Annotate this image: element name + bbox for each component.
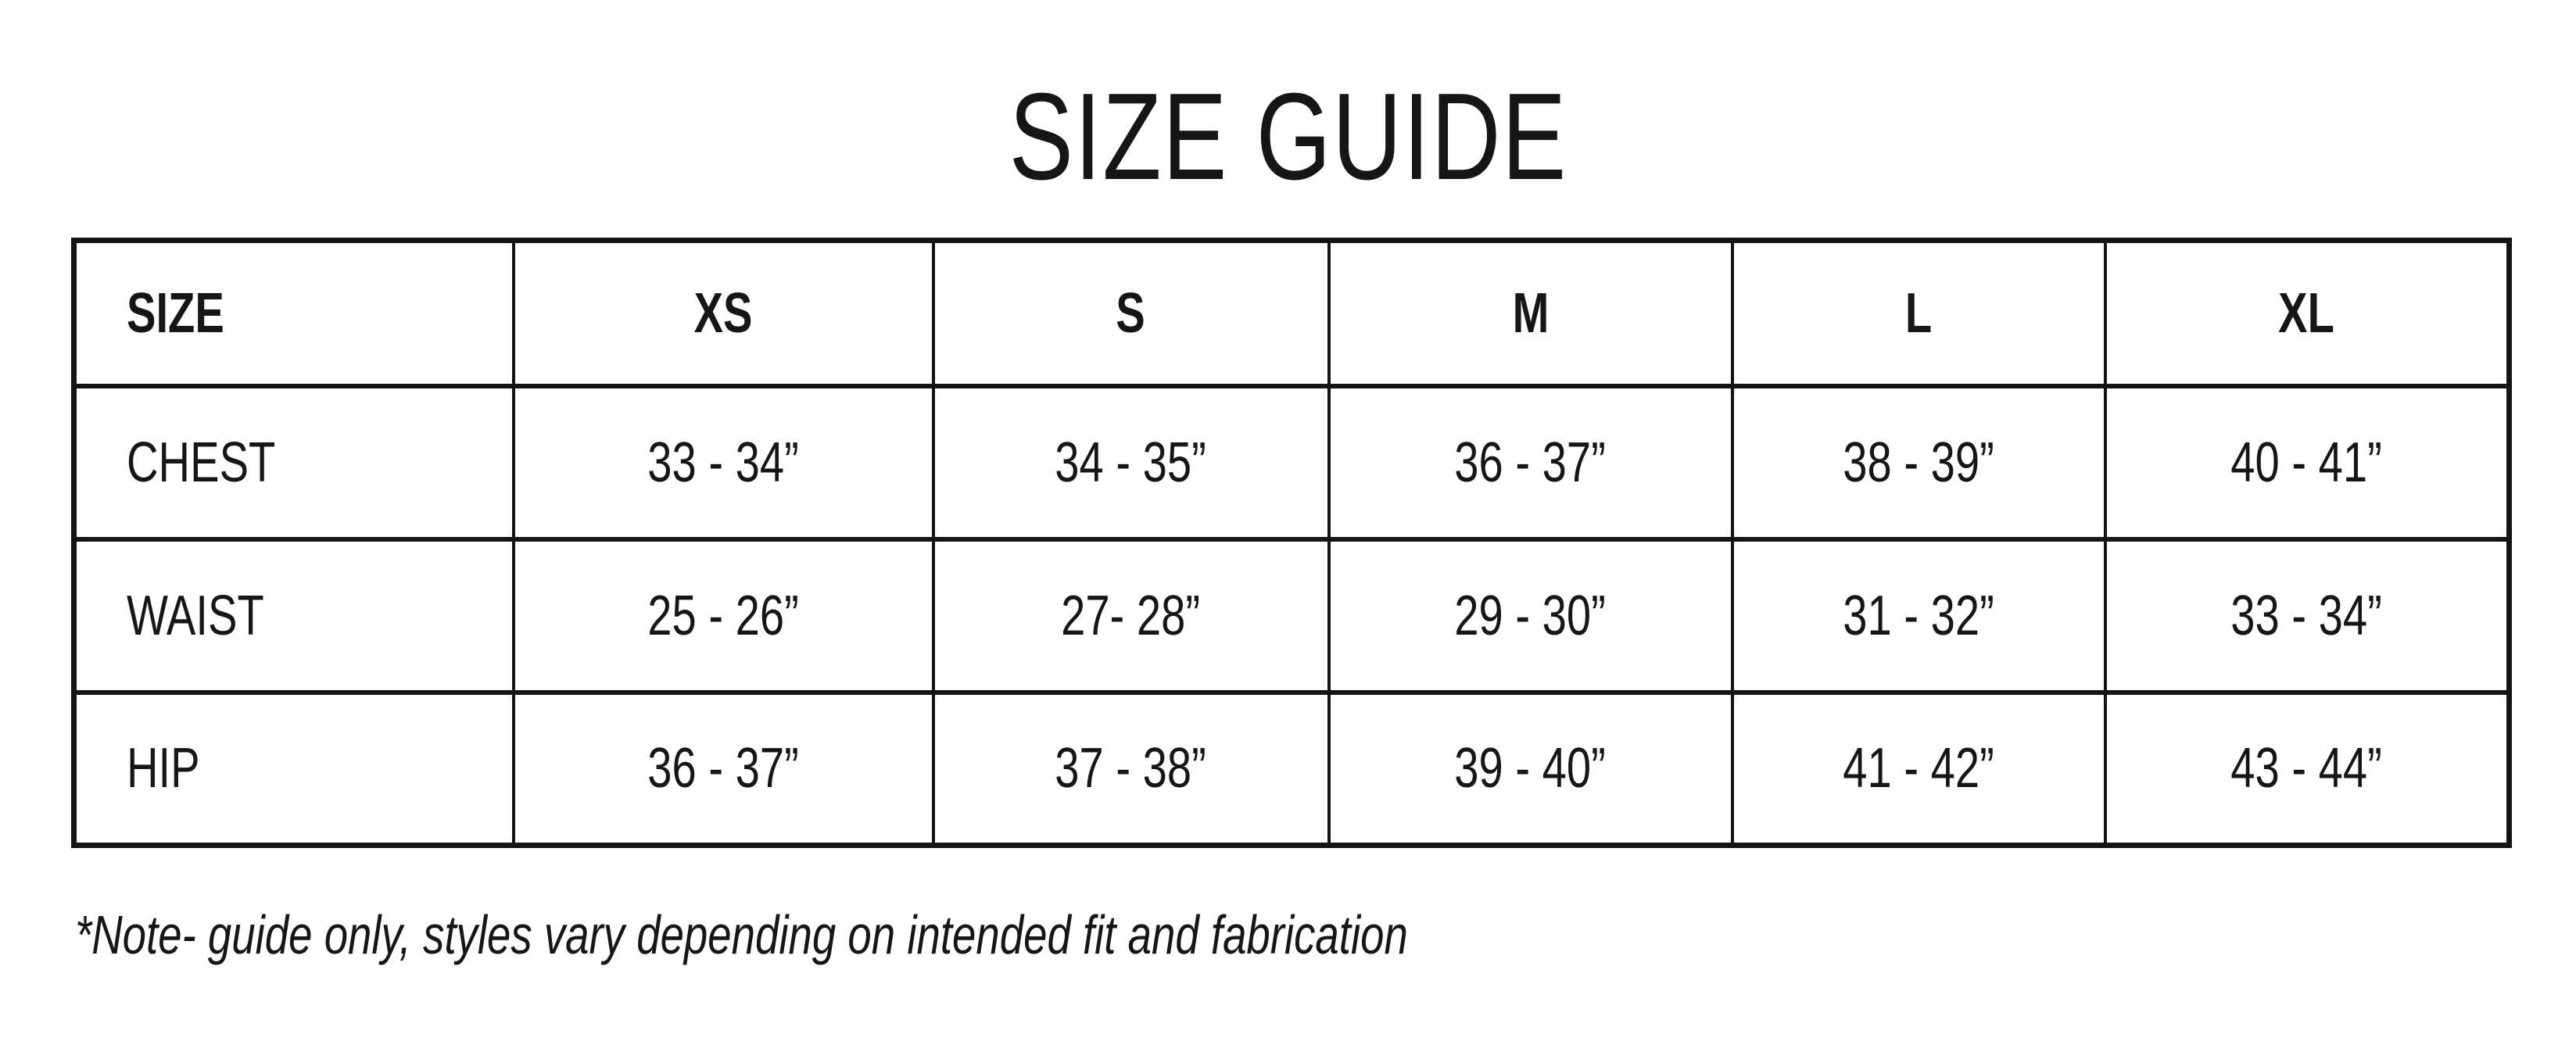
footnote-text: *Note- guide only, styles vary depending…: [75, 904, 1408, 965]
cell-chest-m: 36 - 37”: [1327, 383, 1734, 542]
row-label-waist: WAIST: [72, 536, 515, 695]
cell-hip-l-value: 41 - 42”: [1843, 737, 1994, 800]
cell-waist-l: 31 - 32”: [1730, 536, 2107, 695]
cell-hip-xs: 36 - 37”: [511, 689, 935, 848]
cell-waist-xs-value: 25 - 26”: [647, 584, 799, 647]
col-header-xs-label: XS: [693, 281, 753, 345]
cell-hip-m-value: 39 - 40”: [1454, 737, 1607, 800]
cell-chest-l: 38 - 39”: [1730, 383, 2107, 542]
cell-waist-l-value: 31 - 32”: [1843, 584, 1994, 647]
cell-chest-xl: 40 - 41”: [2103, 383, 2511, 542]
cell-hip-xl: 43 - 44”: [2103, 689, 2511, 848]
table-row-chest: CHEST 33 - 34” 34 - 35” 36 - 37” 38 - 39…: [72, 383, 2511, 542]
col-header-size: SIZE: [72, 238, 515, 388]
col-header-size-label: SIZE: [127, 281, 224, 345]
col-header-xl: XL: [2103, 238, 2511, 388]
table-row-hip: HIP 36 - 37” 37 - 38” 39 - 40” 41 - 42” …: [72, 689, 2511, 848]
cell-hip-xs-value: 36 - 37”: [647, 737, 799, 800]
cell-chest-l-value: 38 - 39”: [1843, 431, 1994, 494]
footnote: *Note- guide only, styles vary depending…: [75, 904, 1784, 967]
row-label-waist-text: WAIST: [127, 584, 264, 647]
cell-waist-s: 27- 28”: [931, 536, 1331, 695]
cell-waist-s-value: 27- 28”: [1061, 584, 1201, 647]
col-header-xs: XS: [511, 238, 935, 388]
cell-chest-m-value: 36 - 37”: [1454, 431, 1607, 494]
cell-chest-xs: 33 - 34”: [511, 383, 935, 542]
table-row-waist: WAIST 25 - 26” 27- 28” 29 - 30” 31 - 32”…: [72, 536, 2511, 695]
cell-waist-xs: 25 - 26”: [511, 536, 935, 695]
cell-chest-s: 34 - 35”: [931, 383, 1331, 542]
cell-hip-l: 41 - 42”: [1730, 689, 2107, 848]
cell-waist-xl-value: 33 - 34”: [2230, 584, 2383, 647]
col-header-l-label: L: [1904, 281, 1933, 345]
cell-hip-m: 39 - 40”: [1327, 689, 1734, 848]
row-label-hip: HIP: [72, 689, 515, 848]
table-header-row: SIZE XS S M L XL: [72, 238, 2511, 388]
col-header-s: S: [931, 238, 1331, 388]
row-label-hip-text: HIP: [127, 737, 200, 800]
row-label-chest: CHEST: [72, 383, 515, 542]
size-guide-table: SIZE XS S M L XL CHEST 33 - 34” 34 - 35”…: [71, 238, 2512, 848]
col-header-xl-label: XL: [2278, 281, 2335, 345]
cell-waist-m-value: 29 - 30”: [1454, 584, 1607, 647]
page-title-text: SIZE GUIDE: [1009, 68, 1567, 206]
row-label-chest-text: CHEST: [127, 431, 276, 494]
col-header-l: L: [1730, 238, 2107, 388]
cell-chest-s-value: 34 - 35”: [1055, 431, 1207, 494]
cell-waist-xl: 33 - 34”: [2103, 536, 2511, 695]
col-header-m: M: [1327, 238, 1734, 388]
cell-waist-m: 29 - 30”: [1327, 536, 1734, 695]
cell-chest-xl-value: 40 - 41”: [2230, 431, 2383, 494]
page-title: SIZE GUIDE: [0, 75, 2576, 199]
cell-hip-s: 37 - 38”: [931, 689, 1331, 848]
cell-hip-s-value: 37 - 38”: [1055, 737, 1207, 800]
cell-hip-xl-value: 43 - 44”: [2230, 737, 2383, 800]
cell-chest-xs-value: 33 - 34”: [647, 431, 799, 494]
col-header-s-label: S: [1116, 281, 1146, 345]
col-header-m-label: M: [1512, 281, 1549, 345]
